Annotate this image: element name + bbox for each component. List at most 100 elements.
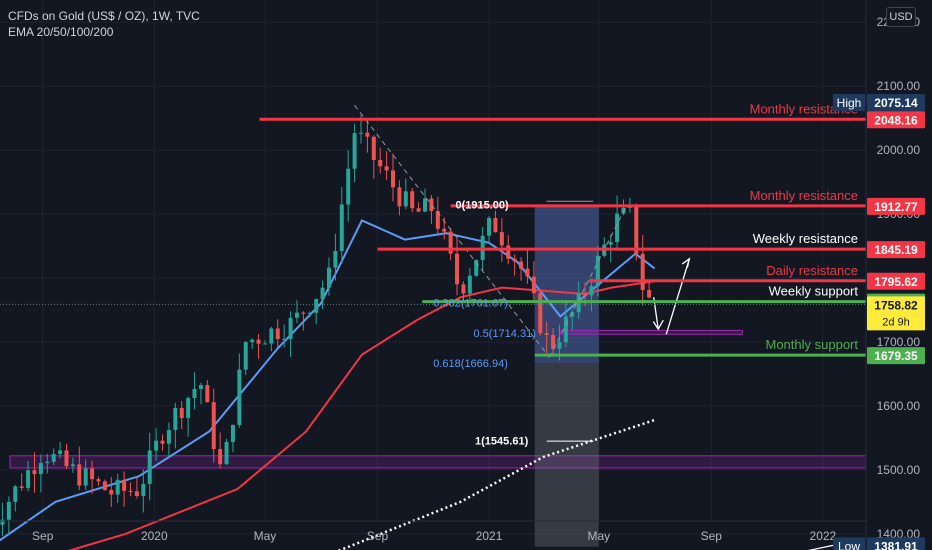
svg-text:1912.77: 1912.77 <box>874 200 918 214</box>
candle <box>173 402 178 449</box>
candle <box>487 216 492 244</box>
x-tick-label: Sep <box>32 529 54 543</box>
candle <box>77 446 82 491</box>
price-tag-support: 1679.35 <box>867 347 925 365</box>
candle <box>544 321 549 354</box>
candle <box>384 151 389 181</box>
candle <box>640 235 645 306</box>
level-label: Monthly resistance <box>750 188 858 203</box>
date-range-box <box>534 204 599 547</box>
level-label: Weekly resistance <box>753 231 858 246</box>
candle <box>525 250 530 284</box>
candle <box>288 311 293 357</box>
candle <box>58 441 63 459</box>
candle <box>378 147 383 174</box>
x-tick-label: Sep <box>701 529 723 543</box>
level-label: Monthly support <box>766 337 859 352</box>
candle <box>269 326 274 352</box>
candle <box>45 453 50 474</box>
svg-text:2048.16: 2048.16 <box>874 113 918 127</box>
candle <box>365 120 370 153</box>
svg-text:1381.91: 1381.91 <box>874 539 918 550</box>
x-tick-label: May <box>587 529 610 543</box>
candle <box>416 202 421 213</box>
y-tick-label: 1600.00 <box>877 399 921 413</box>
candle <box>307 311 312 318</box>
candle <box>467 267 472 304</box>
fib-labels: 0(1915.00) 0.382(1761.67) 0.5(1714.31) 0.61… <box>433 199 536 447</box>
candle <box>647 279 652 299</box>
level-label: Monthly resistance <box>750 101 858 116</box>
candle <box>493 210 498 233</box>
candle <box>461 281 466 303</box>
fib-label: 0.618(1666.94) <box>433 358 508 370</box>
candle <box>499 218 504 262</box>
currency-button[interactable]: USD <box>886 7 916 27</box>
x-tick-label: 2022 <box>810 529 837 543</box>
price-tag-current: 1758.82 2d 9h <box>867 296 925 331</box>
candle <box>282 324 287 348</box>
svg-text:1795.62: 1795.62 <box>874 275 918 289</box>
candle <box>32 452 37 493</box>
price-tag-resistance: 2048.16 <box>867 111 925 129</box>
svg-text:1758.82: 1758.82 <box>874 298 918 312</box>
candle <box>134 477 139 499</box>
candle <box>595 245 600 297</box>
fib-label: 0.5(1714.31) <box>473 328 535 340</box>
trend-line <box>548 204 628 358</box>
candle <box>333 233 338 281</box>
candle <box>237 353 242 428</box>
candle <box>13 484 18 512</box>
candle <box>538 289 543 336</box>
candle <box>391 153 396 202</box>
zone-box <box>559 329 743 335</box>
candle <box>218 432 223 469</box>
candle <box>314 298 319 325</box>
level-lines: Monthly resistance Monthly resistance Week… <box>0 101 866 357</box>
arrow-up <box>665 258 690 335</box>
candle <box>211 388 216 463</box>
indicator-legend[interactable]: EMA 20/50/100/200 <box>8 25 114 39</box>
ema-line-ema50 <box>67 280 655 550</box>
candle <box>102 479 107 491</box>
candle <box>352 123 357 183</box>
range-rectangles <box>9 204 867 547</box>
svg-text:2d 9h: 2d 9h <box>882 316 910 328</box>
candle <box>83 459 88 491</box>
trend-line <box>354 105 550 358</box>
candle <box>205 380 210 403</box>
y-tick-label: 1700.00 <box>877 335 921 349</box>
candle <box>294 300 299 323</box>
svg-text:Low: Low <box>838 539 860 550</box>
candle <box>26 460 31 492</box>
candle <box>154 428 159 462</box>
price-tag-resistance: 1912.77 <box>867 197 925 215</box>
grid <box>0 0 866 535</box>
candle <box>423 188 428 213</box>
range-box <box>9 455 867 469</box>
x-tick-label: May <box>254 529 277 543</box>
price-tag-resistance: 1845.19 <box>867 241 925 259</box>
svg-text:2075.14: 2075.14 <box>874 96 918 110</box>
candle <box>403 178 408 210</box>
candle <box>128 482 133 497</box>
candle <box>90 460 95 494</box>
symbol-title[interactable]: CFDs on Gold (US$ / OZ), 1W, TVC <box>8 9 200 23</box>
candle <box>256 333 261 359</box>
candle <box>512 254 517 276</box>
fib-label: 1(1545.61) <box>475 436 529 448</box>
candle <box>410 188 415 213</box>
candle <box>160 434 165 451</box>
candle <box>346 150 351 222</box>
y-tick-label: 2000.00 <box>877 143 921 157</box>
candle <box>166 422 171 457</box>
candle <box>531 261 536 302</box>
x-tick-label: 2021 <box>476 529 503 543</box>
candle <box>326 257 331 296</box>
candle <box>250 338 255 349</box>
drawings <box>354 105 691 442</box>
candle <box>339 187 344 264</box>
price-tag-resistance: 1795.62 <box>867 272 925 290</box>
candle <box>455 236 460 296</box>
